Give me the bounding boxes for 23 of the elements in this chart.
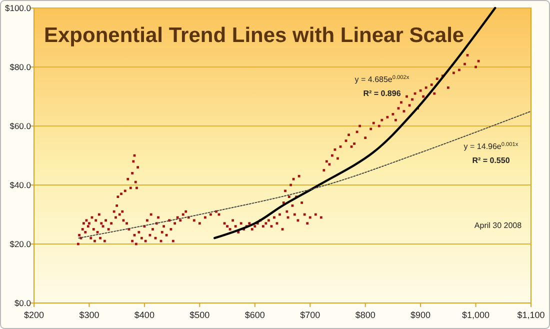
x-tick-label: $900 (410, 310, 431, 320)
annotation: R² = 0.896 (363, 89, 402, 98)
x-tick-label: $600 (244, 310, 265, 320)
annotation: y = 4.685e$^{0.002x}$ (354, 75, 410, 84)
x-tick-label: $1,100 (517, 310, 545, 320)
x-tick-label: $800 (355, 310, 376, 320)
x-tick-label: $200 (24, 310, 44, 320)
x-tick-label: $300 (79, 310, 100, 320)
annotation: April 30 2008 (474, 221, 522, 230)
line-series (78, 110, 532, 239)
x-tick-label: $700 (300, 310, 320, 320)
y-tick-label: $0.0 (14, 298, 32, 308)
y-tick-label: $60.0 (10, 121, 32, 131)
annotation: y = 14.96e$^{0.001x}$ (464, 142, 518, 151)
text: Exponential Trend Lines with Linear Scale (44, 24, 464, 47)
y-tick-label: $40.0 (10, 180, 32, 190)
y-tick-label: $80.0 (10, 62, 32, 72)
x-tick-label: $500 (190, 310, 210, 320)
x-tick-label: $1,000 (462, 310, 490, 320)
y-tick-label: $20.0 (10, 239, 32, 249)
annotation: R² = 0.550 (472, 156, 510, 165)
x-tick-label: $400 (134, 310, 154, 320)
y-tick-label: $100.0 (5, 3, 32, 13)
